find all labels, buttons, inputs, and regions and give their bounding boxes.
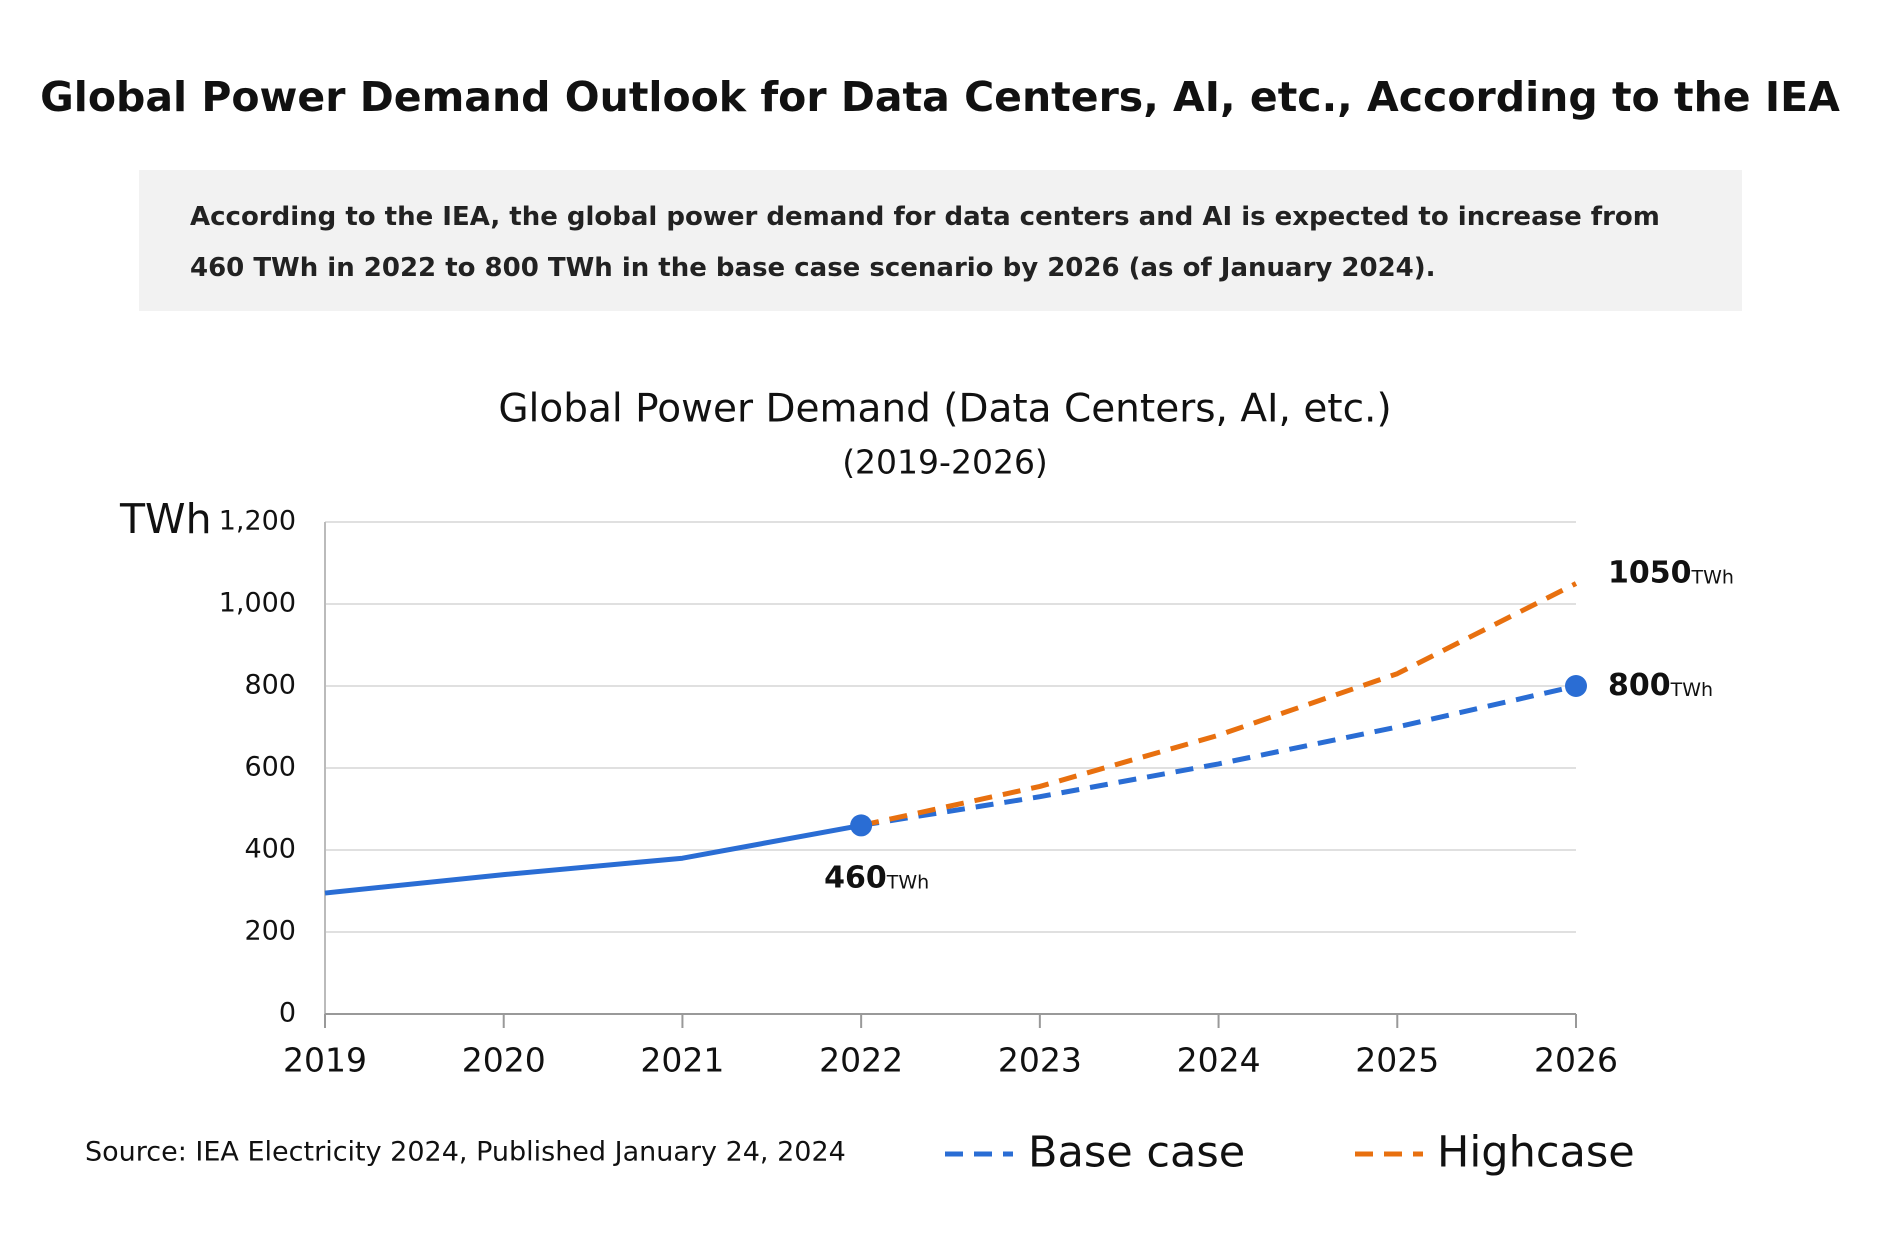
- value-label-unit: TWh: [886, 871, 929, 893]
- y-tick-label: 600: [244, 752, 296, 783]
- value-label-number: 800: [1608, 668, 1671, 703]
- page-title: Global Power Demand Outlook for Data Cen…: [40, 73, 1840, 121]
- value-label-number: 1050: [1608, 555, 1692, 590]
- y-tick-label: 400: [244, 834, 296, 865]
- value-label-number: 460: [824, 860, 887, 895]
- line-series: [860, 581, 1578, 828]
- point: [1565, 675, 1587, 697]
- y-tick-label: 1,000: [219, 588, 296, 619]
- legend-label: Highcase: [1437, 1128, 1635, 1178]
- x-tick-label: 2022: [819, 1041, 903, 1080]
- y-axis-label: TWh: [119, 495, 212, 543]
- x-tick-label: 2024: [1177, 1041, 1261, 1080]
- value-label: 800TWh: [1608, 668, 1713, 703]
- x-tick-label: 2026: [1534, 1041, 1618, 1080]
- value-label: 460TWh: [824, 860, 929, 895]
- line-series: [324, 822, 862, 896]
- legend-label: Base case: [1028, 1128, 1245, 1178]
- y-tick-label: 200: [244, 916, 296, 947]
- source: Source: IEA Electricity 2024, Published …: [85, 1137, 846, 1168]
- x-tick-label: 2023: [998, 1041, 1082, 1080]
- x-tick-label: 2019: [283, 1041, 367, 1080]
- value-label-unit: TWh: [1691, 566, 1734, 588]
- x-tick-label: 2025: [1355, 1041, 1439, 1080]
- x-tick-label: 2020: [462, 1041, 546, 1080]
- x-tick-label: 2021: [640, 1041, 724, 1080]
- summary: According to the IEA, the global power d…: [139, 170, 1742, 311]
- point: [850, 814, 873, 837]
- y-tick-label: 1,200: [219, 506, 296, 537]
- chart-title: Global Power Demand (Data Centers, AI, e…: [498, 387, 1391, 432]
- value-label: 1050TWh: [1608, 555, 1734, 590]
- chart-subtitle: (2019-2026): [842, 443, 1048, 482]
- value-label-unit: TWh: [1670, 679, 1713, 701]
- y-tick-label: 800: [244, 670, 296, 701]
- line-series: [860, 683, 1577, 828]
- y-tick-label: 0: [279, 998, 296, 1029]
